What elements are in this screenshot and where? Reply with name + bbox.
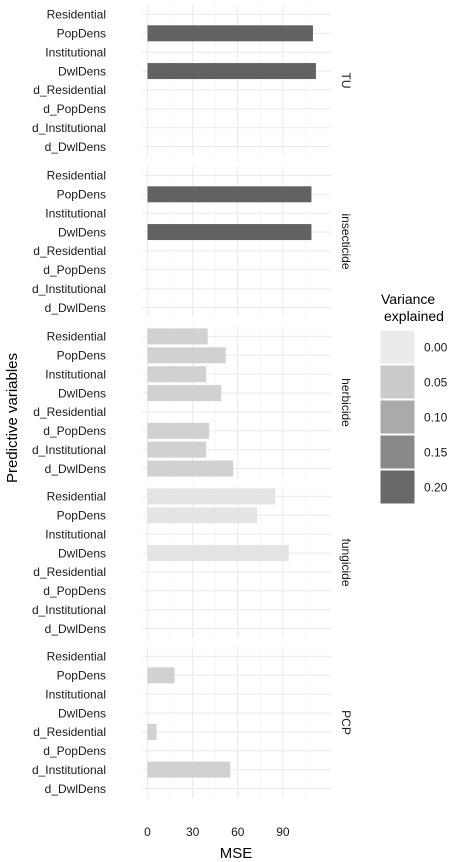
y-tick-label: d_DwlDens <box>45 462 106 476</box>
legend-key <box>379 364 416 400</box>
y-tick-label: d_DwlDens <box>45 782 106 796</box>
y-tick-label: d_PopDens <box>43 263 106 277</box>
x-tick-label: 30 <box>186 825 200 839</box>
bar-herbicide-DwlDens <box>147 385 222 402</box>
legend-label: 0.15 <box>424 446 448 460</box>
facet-strip-label: herbicide <box>339 378 353 427</box>
y-tick-label: d_DwlDens <box>45 140 106 154</box>
bar-herbicide-d_Institutional <box>147 441 207 458</box>
bar-fungicide-DwlDens <box>147 545 289 562</box>
y-tick-label: d_PopDens <box>43 424 106 438</box>
panel-herbicide: Residential PopDens Institutional DwlDens d_… <box>32 327 353 478</box>
y-tick-label: DwlDens <box>58 225 106 239</box>
y-tick-label: Residential <box>47 490 106 504</box>
y-tick-label: d_Residential <box>33 244 106 258</box>
legend-title: explained <box>384 308 444 324</box>
y-tick-label: d_PopDens <box>43 744 106 758</box>
y-tick-label: d_Institutional <box>32 603 106 617</box>
panel-insecticide: Residential PopDens Institutional DwlDens d_… <box>32 166 353 317</box>
x-tick-label: 90 <box>276 825 290 839</box>
y-tick-label: PopDens <box>57 188 106 202</box>
bar-PCP-d_Residential <box>147 723 157 740</box>
legend-title: Variance <box>381 291 435 307</box>
y-tick-label: d_PopDens <box>43 102 106 116</box>
y-tick-label: d_Institutional <box>32 282 106 296</box>
y-tick-label: Institutional <box>45 45 106 59</box>
y-tick-label: d_Residential <box>33 725 106 739</box>
bar-herbicide-Institutional <box>147 366 207 383</box>
y-tick-label: d_Institutional <box>32 763 106 777</box>
y-tick-label: d_Institutional <box>32 121 106 135</box>
panel-fungicide: Residential PopDens Institutional DwlDens d_… <box>32 487 353 638</box>
bar-herbicide-d_PopDens <box>147 422 210 439</box>
bar-herbicide-Residential <box>147 328 208 345</box>
y-tick-label: PopDens <box>57 669 106 683</box>
legend-key <box>379 434 416 470</box>
y-tick-label: d_PopDens <box>43 584 106 598</box>
x-axis-title: MSE <box>220 845 253 862</box>
legend-label: 0.05 <box>424 376 448 390</box>
x-tick-label: 0 <box>144 825 151 839</box>
y-tick-label: Institutional <box>45 367 106 381</box>
y-tick-label: d_DwlDens <box>45 301 106 315</box>
y-tick-label: Residential <box>47 8 106 22</box>
panel-PCP: Residential PopDens Institutional DwlDens d_… <box>32 647 353 798</box>
y-tick-label: PopDens <box>57 509 106 523</box>
y-tick-label: PopDens <box>57 349 106 363</box>
legend-label: 0.00 <box>424 341 448 355</box>
y-tick-label: DwlDens <box>58 706 106 720</box>
facet-strip-label: insecticide <box>339 213 353 269</box>
y-tick-label: d_Institutional <box>32 443 106 457</box>
y-tick-label: d_Residential <box>33 83 106 97</box>
y-tick-label: d_Residential <box>33 405 106 419</box>
bar-TU-DwlDens <box>147 63 316 80</box>
panel-TU: Residential PopDens Institutional DwlDens d_… <box>32 5 353 156</box>
x-tick-label: 60 <box>231 825 245 839</box>
legend-key <box>379 399 416 435</box>
y-tick-label: Residential <box>47 169 106 183</box>
y-axis-title: Predictive variables <box>4 353 21 483</box>
bar-insecticide-DwlDens <box>147 224 312 241</box>
bar-TU-PopDens <box>147 25 313 42</box>
y-tick-label: DwlDens <box>58 546 106 560</box>
y-tick-label: d_DwlDens <box>45 622 106 636</box>
y-tick-label: Residential <box>47 650 106 664</box>
y-tick-label: DwlDens <box>58 64 106 78</box>
y-tick-label: Institutional <box>45 527 106 541</box>
bar-herbicide-PopDens <box>147 347 226 364</box>
facet-strip-label: TU <box>339 73 353 89</box>
y-tick-label: Institutional <box>45 687 106 701</box>
bar-PCP-d_Institutional <box>147 761 231 778</box>
bar-insecticide-PopDens <box>147 186 312 203</box>
bar-fungicide-Residential <box>147 488 276 505</box>
bar-herbicide-d_DwlDens <box>147 460 234 477</box>
y-tick-label: d_Residential <box>33 565 106 579</box>
bar-PCP-PopDens <box>147 667 175 684</box>
x-axis: 0 30 60 90 <box>144 825 290 839</box>
chart-panels: Residential PopDens Institutional DwlDens d_… <box>32 5 353 798</box>
legend-key <box>379 469 416 505</box>
facet-strip-label: fungicide <box>339 538 353 586</box>
y-tick-label: Institutional <box>45 206 106 220</box>
y-tick-label: PopDens <box>57 27 106 41</box>
y-tick-label: DwlDens <box>58 386 106 400</box>
legend-label: 0.10 <box>424 411 448 425</box>
legend-label: 0.20 <box>424 481 448 495</box>
legend-key <box>379 329 416 365</box>
bar-fungicide-PopDens <box>147 507 258 524</box>
y-tick-label: Residential <box>47 330 106 344</box>
facet-strip-label: PCP <box>339 710 353 735</box>
